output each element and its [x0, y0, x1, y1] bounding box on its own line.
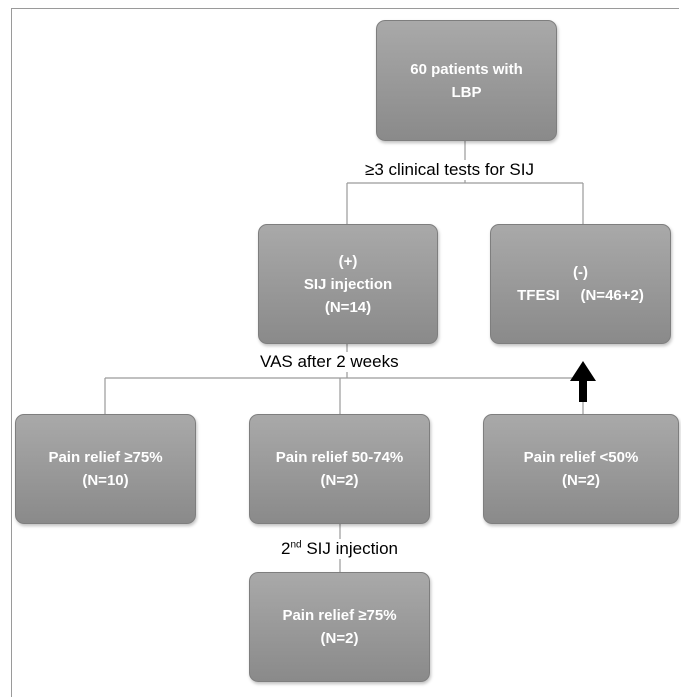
- relief-mid-box: Pain relief 50-74% (N=2): [249, 414, 430, 524]
- vas-label: VAS after 2 weeks: [258, 352, 401, 372]
- relief-second-line1: Pain relief ≥75%: [282, 607, 397, 624]
- relief-mid-line2: (N=2): [320, 472, 359, 489]
- relief-second-box: Pain relief ≥75% (N=2): [249, 572, 430, 682]
- second-injection-text: SIJ injection: [301, 539, 398, 558]
- root-box: 60 patients with LBP: [376, 20, 557, 141]
- relief-low-line1: Pain relief <50%: [523, 449, 639, 466]
- relief-low-line2: (N=2): [562, 472, 600, 489]
- positive-line3: (N=14): [324, 298, 372, 316]
- second-injection-label: 2nd SIJ injection: [279, 539, 400, 559]
- positive-line2: SIJ injection: [303, 275, 393, 293]
- relief-high-line2: (N=10): [82, 472, 129, 489]
- negative-line2: TFESI (N=46+2): [517, 287, 644, 304]
- root-line2: LBP: [451, 83, 482, 101]
- negative-box: (-) TFESI (N=46+2): [490, 224, 671, 344]
- up-arrow-icon: [570, 361, 596, 402]
- relief-high-line1: Pain relief ≥75%: [48, 449, 163, 466]
- second-injection-ordinal: nd: [290, 539, 302, 551]
- root-line1: 60 patients with: [410, 60, 523, 78]
- positive-box: (+) SIJ injection (N=14): [258, 224, 438, 344]
- clinical-tests-label: ≥3 clinical tests for SIJ: [363, 160, 536, 180]
- positive-line1: (+): [338, 252, 358, 270]
- negative-line1: (-): [573, 264, 588, 281]
- relief-second-line2: (N=2): [320, 630, 359, 647]
- relief-low-box: Pain relief <50% (N=2): [483, 414, 679, 524]
- relief-mid-line1: Pain relief 50-74%: [275, 449, 404, 466]
- relief-high-box: Pain relief ≥75% (N=10): [15, 414, 196, 524]
- diagram-frame: [11, 8, 679, 697]
- second-injection-number: 2: [281, 539, 291, 558]
